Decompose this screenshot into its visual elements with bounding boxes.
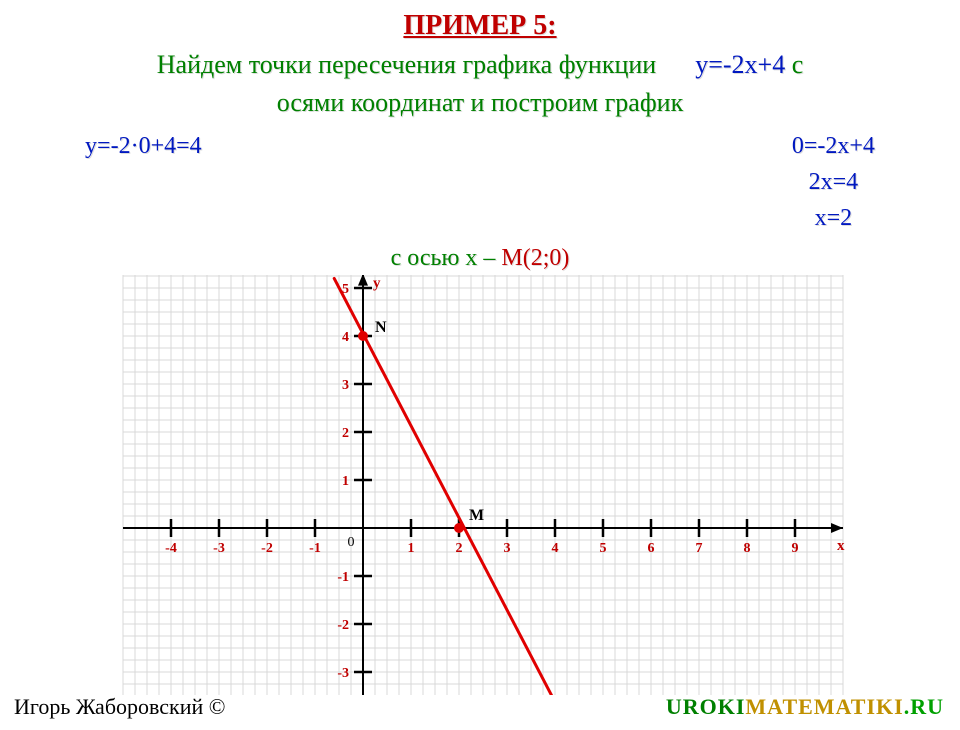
- calc-right-3: x=2: [792, 200, 875, 236]
- calculations: y=-2·0+4=4 0=-2x+4 2x=4 x=2: [0, 128, 960, 236]
- svg-text:-1: -1: [337, 570, 349, 585]
- calc-right-1: 0=-2x+4: [792, 128, 875, 164]
- svg-text:4: 4: [342, 330, 349, 345]
- subtitle-part-c: осями координат и построим график: [277, 88, 683, 117]
- equation: y=-2x+4: [695, 50, 785, 79]
- svg-text:N: N: [375, 319, 387, 336]
- svg-text:9: 9: [792, 541, 799, 556]
- page-title: ПРИМЕР 5:: [0, 10, 960, 42]
- svg-text:8: 8: [744, 541, 751, 556]
- svg-text:-4: -4: [165, 541, 177, 556]
- svg-text:0: 0: [348, 535, 355, 550]
- footer-site: UROKIMATEMATIKI.RU: [666, 694, 944, 720]
- svg-text:-1: -1: [309, 541, 321, 556]
- chart-svg: -4-3-2-1123456789-4-3-2-1123450xyNM: [120, 275, 860, 695]
- intercept-x-point: М(2;0): [501, 245, 569, 271]
- subtitle: Найдем точки пересечения графика функции…: [0, 50, 960, 80]
- calc-right-2: 2x=4: [792, 164, 875, 200]
- svg-text:M: M: [469, 507, 484, 524]
- svg-text:2: 2: [456, 541, 463, 556]
- svg-text:4: 4: [552, 541, 559, 556]
- svg-text:3: 3: [504, 541, 511, 556]
- footer-site-a: UROKI: [666, 694, 746, 719]
- svg-text:5: 5: [600, 541, 607, 556]
- footer-site-b: MATEMATIKI: [745, 694, 903, 719]
- footer-site-c: .RU: [904, 694, 944, 719]
- subtitle-2: осями координат и построим график: [0, 88, 960, 118]
- subtitle-part-b: с: [792, 50, 804, 79]
- intercept-x-label: с осью x –: [391, 245, 502, 271]
- svg-text:x: x: [837, 538, 845, 554]
- svg-text:7: 7: [696, 541, 703, 556]
- svg-text:-2: -2: [261, 541, 273, 556]
- chart: -4-3-2-1123456789-4-3-2-1123450xyNM: [120, 275, 860, 695]
- svg-text:-3: -3: [337, 666, 349, 681]
- svg-text:1: 1: [408, 541, 415, 556]
- svg-text:y: y: [373, 276, 381, 292]
- svg-text:2: 2: [342, 426, 349, 441]
- svg-text:3: 3: [342, 378, 349, 393]
- svg-text:6: 6: [648, 541, 655, 556]
- subtitle-part-a: Найдем точки пересечения графика функции: [157, 50, 656, 79]
- svg-text:1: 1: [342, 474, 349, 489]
- calc-left: y=-2·0+4=4: [85, 128, 202, 164]
- footer-author: Игорь Жаборовский ©: [14, 694, 226, 720]
- svg-text:-2: -2: [337, 618, 349, 633]
- svg-text:-3: -3: [213, 541, 225, 556]
